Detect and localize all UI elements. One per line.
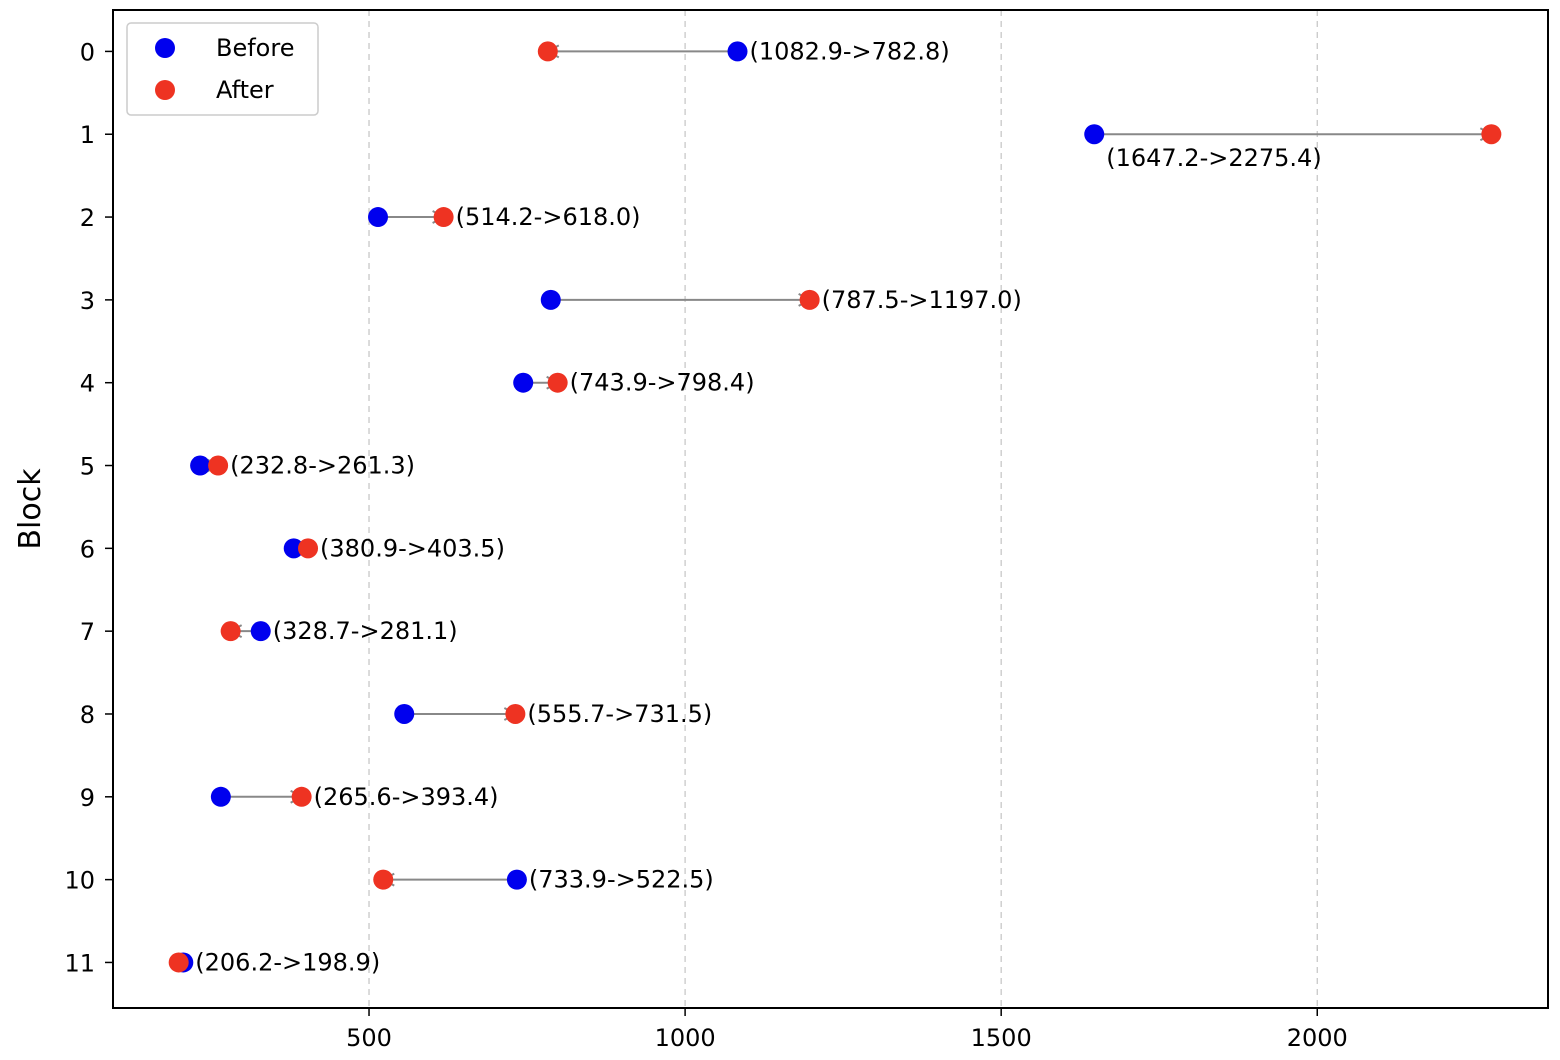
- point-annotation: (733.9->522.5): [529, 866, 714, 894]
- point-annotation: (514.2->618.0): [456, 203, 641, 231]
- y-tick-label: 2: [80, 204, 95, 232]
- point-after: [433, 207, 454, 228]
- point-annotation: (206.2->198.9): [195, 948, 380, 976]
- point-after: [1481, 124, 1502, 145]
- x-tick-label: 500: [346, 1024, 392, 1052]
- legend-marker-after: [155, 80, 175, 100]
- point-before: [513, 372, 534, 393]
- point-after: [537, 41, 558, 62]
- point-before: [250, 621, 271, 642]
- point-before: [368, 207, 389, 228]
- y-tick-label: 3: [80, 287, 95, 315]
- y-tick-label: 10: [64, 867, 95, 895]
- y-tick-label: 1: [80, 121, 95, 149]
- x-tick-label: 1500: [971, 1024, 1032, 1052]
- annotations: (1082.9->782.8) (1647.2->2275.4) (514.2->6…: [195, 37, 1321, 976]
- point-before: [1084, 124, 1105, 145]
- legend-marker-before: [155, 38, 175, 58]
- legend-label-after: After: [216, 76, 274, 104]
- point-annotation: (380.9->403.5): [320, 534, 505, 562]
- points: [168, 41, 1502, 973]
- y-tick-label: 11: [64, 949, 95, 977]
- y-tick-label: 5: [80, 453, 95, 481]
- point-annotation: (787.5->1197.0): [822, 286, 1022, 314]
- plot-frame: [112, 9, 1549, 1009]
- point-before: [190, 455, 211, 476]
- point-before: [394, 703, 415, 724]
- point-annotation: (743.9->798.4): [570, 369, 755, 397]
- y-tick-label: 7: [80, 618, 95, 646]
- point-before: [283, 538, 304, 559]
- point-before: [506, 869, 527, 890]
- y-tick-label: 8: [80, 701, 95, 729]
- point-after: [220, 621, 241, 642]
- y-tick-label: 0: [80, 38, 95, 66]
- legend-label-before: Before: [216, 34, 294, 62]
- point-after: [291, 786, 312, 807]
- y-tick-label: 4: [80, 370, 95, 398]
- point-annotation: (232.8->261.3): [230, 452, 415, 480]
- point-before: [210, 786, 231, 807]
- point-after: [547, 372, 568, 393]
- x-tick-label: 2000: [1287, 1024, 1348, 1052]
- point-annotation: (555.7->731.5): [527, 700, 712, 728]
- ticks: 500 1000 1500 2000 0 1 2 3 4 5 6 7 8 9 10 11: [64, 38, 1347, 1052]
- point-annotation: (328.7->281.1): [273, 617, 458, 645]
- point-before: [727, 41, 748, 62]
- point-after: [373, 869, 394, 890]
- point-after: [505, 703, 526, 724]
- y-tick-label: 6: [80, 535, 95, 563]
- point-annotation: (265.6->393.4): [314, 783, 499, 811]
- y-tick-label: 9: [80, 784, 95, 812]
- point-before: [540, 289, 561, 310]
- legend: Before After: [126, 22, 319, 116]
- grid: [368, 10, 1318, 1008]
- y-axis-title: Block: [13, 468, 48, 550]
- point-after: [168, 952, 189, 973]
- point-after: [298, 538, 319, 559]
- point-annotation: (1647.2->2275.4): [1106, 144, 1321, 172]
- x-tick-label: 1000: [655, 1024, 716, 1052]
- point-after: [208, 455, 229, 476]
- point-after: [799, 289, 820, 310]
- point-annotation: (1082.9->782.8): [750, 37, 950, 65]
- arrows: [179, 51, 1492, 962]
